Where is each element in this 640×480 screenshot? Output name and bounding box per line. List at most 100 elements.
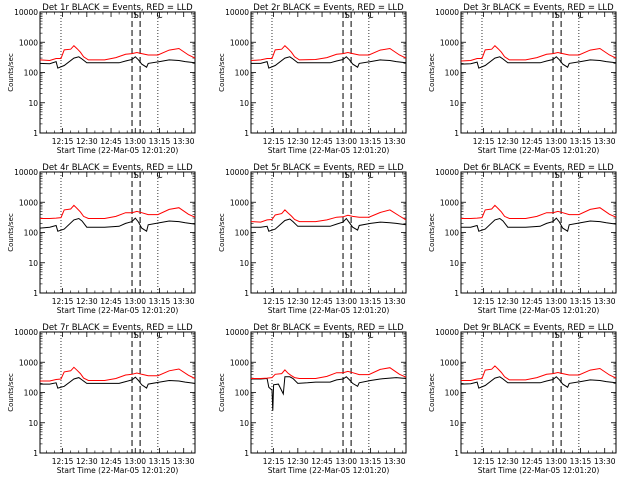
events-series-line <box>251 376 407 411</box>
x-tick-label: 12:15 <box>52 137 74 146</box>
x-tick-label: 13:00 <box>545 137 567 146</box>
y-tick-label: 100 <box>235 69 250 78</box>
panel-title: Det 6r BLACK = Events, RED = LLD <box>463 163 614 173</box>
y-tick-label: 1000 <box>230 38 249 47</box>
x-tick-label: 12:45 <box>521 457 543 466</box>
x-tick-label: 12:45 <box>521 297 543 306</box>
x-tick-label: 13:15 <box>149 137 171 146</box>
plot-frame <box>250 11 407 134</box>
y-axis-label: Counts/sec <box>428 373 436 412</box>
x-tick-label: 13:15 <box>360 137 382 146</box>
y-tick-label: 10000 <box>225 328 249 337</box>
y-tick-label: 1 <box>454 289 459 298</box>
events-series-line <box>251 217 407 232</box>
lld-series-line <box>461 365 617 381</box>
y-tick-label: 100 <box>445 389 460 398</box>
x-tick-label: 12:45 <box>100 297 122 306</box>
plot-frame <box>460 171 617 294</box>
plot-frame <box>460 331 617 454</box>
y-tick-label: 1000 <box>440 358 459 367</box>
y-tick-label: 100 <box>445 229 460 238</box>
lld-series-line <box>250 209 407 223</box>
y-tick-label: 10000 <box>435 8 459 17</box>
x-tick-label: 13:30 <box>384 297 406 306</box>
marker-s: S <box>133 171 139 181</box>
marker-c: C <box>577 11 583 21</box>
marker-s: S <box>554 331 560 341</box>
y-tick-label: 1 <box>244 129 249 138</box>
marker-c: C <box>367 171 373 181</box>
x-tick-label: 13:00 <box>335 457 357 466</box>
plot-frame <box>250 331 407 454</box>
x-tick-label: 12:15 <box>52 297 74 306</box>
y-tick-label: 1000 <box>230 358 249 367</box>
y-axis-label: Counts/sec <box>218 373 226 412</box>
plot-frame <box>39 11 196 134</box>
y-tick-label: 100 <box>445 69 460 78</box>
y-tick-label: 100 <box>235 389 250 398</box>
panel-title: Det 3r BLACK = Events, RED = LLD <box>463 3 614 13</box>
x-tick-label: 12:30 <box>497 137 519 146</box>
y-tick-label: 10000 <box>435 168 459 177</box>
x-tick-label: 13:15 <box>149 297 171 306</box>
panel-1: Det 1r BLACK = Events, RED = LLD 1 10 100 10… <box>7 3 196 155</box>
x-tick-label: 12:30 <box>287 297 309 306</box>
x-tick-label: 13:15 <box>360 297 382 306</box>
x-tick-label: 13:30 <box>173 137 195 146</box>
x-tick-label: 12:45 <box>100 457 122 466</box>
y-axis-label: Counts/sec <box>218 213 226 252</box>
y-tick-label: 1000 <box>230 198 249 207</box>
y-axis-label: Counts/sec <box>7 53 15 92</box>
marker-s: S <box>344 11 350 21</box>
x-tick-label: 13:00 <box>335 297 357 306</box>
y-tick-label: 100 <box>235 229 250 238</box>
x-tick-label: 13:30 <box>594 137 616 146</box>
x-tick-label: 13:30 <box>594 297 616 306</box>
panel-7: Det 7r BLACK = Events, RED = LLD 1 10 100 10… <box>7 323 196 475</box>
x-tick-label: 12:30 <box>287 137 309 146</box>
lld-series-line <box>250 44 407 61</box>
y-tick-label: 10 <box>239 99 249 108</box>
marker-s: S <box>133 331 139 341</box>
plot-frame <box>460 11 617 134</box>
x-tick-label: 12:45 <box>100 137 122 146</box>
x-tick-label: 13:00 <box>335 137 357 146</box>
marker-s: S <box>344 331 350 341</box>
panel-9: Det 9r BLACK = Events, RED = LLD 1 10 100 10… <box>428 323 617 475</box>
x-tick-label: 12:45 <box>311 137 333 146</box>
y-tick-label: 10 <box>239 259 249 268</box>
panel-title: Det 2r BLACK = Events, RED = LLD <box>253 3 404 13</box>
plot-frame <box>250 171 407 294</box>
x-tick-label: 13:15 <box>570 137 592 146</box>
marker-c: C <box>156 11 162 21</box>
marker-c: C <box>367 11 373 21</box>
y-tick-label: 1000 <box>440 198 459 207</box>
x-tick-label: 12:15 <box>473 297 495 306</box>
x-tick-label: 13:00 <box>124 137 146 146</box>
x-tick-label: 12:30 <box>76 457 98 466</box>
y-tick-label: 10 <box>28 99 38 108</box>
x-axis-label: Start Time (22-Mar-05 12:01:20) <box>268 466 390 475</box>
y-tick-label: 10000 <box>225 8 249 17</box>
y-tick-label: 10 <box>449 99 459 108</box>
x-tick-label: 13:00 <box>545 457 567 466</box>
plot-frame <box>39 171 196 294</box>
events-series-line <box>460 376 617 389</box>
plot-frame <box>39 331 196 454</box>
x-tick-label: 12:15 <box>263 297 285 306</box>
x-axis-label: Start Time (22-Mar-05 12:01:20) <box>478 306 600 315</box>
y-tick-label: 1 <box>454 449 459 458</box>
y-tick-label: 10 <box>28 259 38 268</box>
y-tick-label: 1 <box>244 449 249 458</box>
marker-c: C <box>156 331 162 341</box>
y-tick-label: 1000 <box>19 198 38 207</box>
panel-title: Det 4r BLACK = Events, RED = LLD <box>42 163 193 173</box>
x-tick-label: 12:15 <box>473 457 495 466</box>
y-tick-label: 10 <box>449 419 459 428</box>
lld-series-line <box>40 366 196 382</box>
x-tick-label: 12:30 <box>497 297 519 306</box>
x-axis-label: Start Time (22-Mar-05 12:01:20) <box>478 466 600 475</box>
y-tick-label: 10 <box>28 419 38 428</box>
events-series-line <box>461 217 617 232</box>
